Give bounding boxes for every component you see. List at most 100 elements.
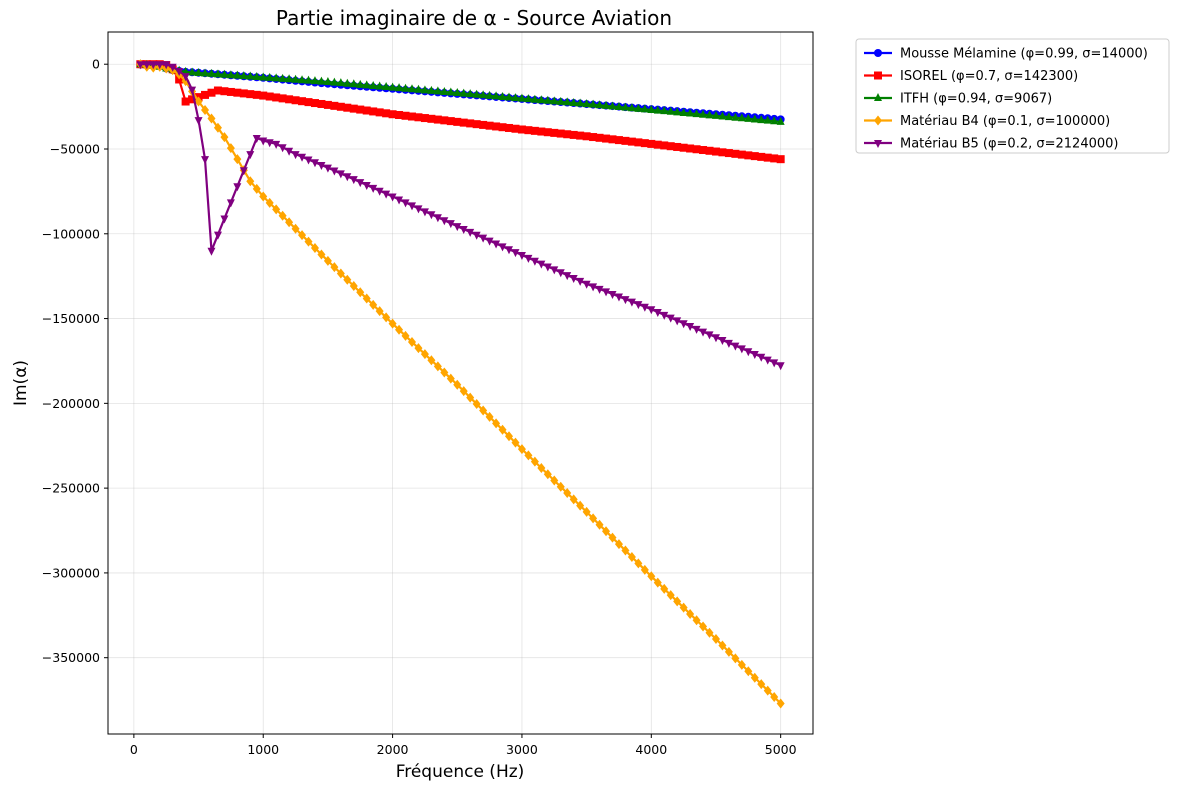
series-point xyxy=(356,79,365,88)
series-point xyxy=(770,359,779,368)
series-point xyxy=(369,184,378,193)
series-point xyxy=(459,226,468,235)
series-point xyxy=(317,249,326,260)
series-point xyxy=(666,142,675,151)
series-point xyxy=(770,154,779,163)
series-point xyxy=(699,146,708,155)
series-point xyxy=(310,243,319,254)
series-point xyxy=(563,97,572,106)
legend-label: Mousse Mélamine (φ=0.99, σ=14000) xyxy=(900,47,1148,62)
series-point xyxy=(220,87,229,96)
series-point xyxy=(524,450,533,461)
series-point xyxy=(285,74,294,83)
series-point xyxy=(239,89,248,98)
series-point xyxy=(194,68,203,77)
series-point xyxy=(692,109,701,118)
series-point xyxy=(731,653,740,664)
series-point xyxy=(614,539,623,550)
series-point xyxy=(201,68,210,77)
series-point xyxy=(731,149,740,158)
series-point xyxy=(233,183,242,192)
series-point xyxy=(239,71,248,80)
series-point xyxy=(349,176,358,185)
series-point xyxy=(711,334,720,343)
series-point xyxy=(226,199,235,208)
series-point xyxy=(162,61,171,70)
series-point xyxy=(259,91,268,100)
series-point xyxy=(699,621,708,632)
series-point xyxy=(239,167,248,176)
series-point xyxy=(310,159,319,168)
series-point xyxy=(265,197,274,208)
series-point xyxy=(634,103,643,112)
series-point xyxy=(563,272,572,281)
series-point xyxy=(433,115,442,124)
series-point xyxy=(498,123,507,132)
series-point xyxy=(505,246,514,255)
series-point xyxy=(770,692,779,703)
series-point xyxy=(414,205,423,214)
series-point xyxy=(336,78,345,87)
series-point xyxy=(298,75,307,84)
series-point xyxy=(543,95,552,104)
series-point xyxy=(272,204,281,215)
series-point xyxy=(686,144,695,153)
series-point xyxy=(207,68,216,77)
series-point xyxy=(673,317,682,326)
series-point xyxy=(362,293,371,304)
series-point xyxy=(634,558,643,569)
series-point xyxy=(285,95,294,104)
series-point xyxy=(776,698,785,709)
series-point xyxy=(343,173,352,182)
series-point xyxy=(453,88,462,97)
series-point xyxy=(543,469,552,480)
series-point xyxy=(550,266,559,275)
series-point xyxy=(291,74,300,83)
series-point xyxy=(718,111,727,120)
series-point xyxy=(776,362,785,371)
series-point xyxy=(485,90,494,99)
series-point xyxy=(265,92,274,101)
series-point xyxy=(621,545,630,556)
series-point xyxy=(356,179,365,188)
series-point xyxy=(356,105,365,114)
series-point xyxy=(388,193,397,202)
series-point xyxy=(369,107,378,116)
y-axis: 0 −50000 −100000 −150000 −200000 −250000 −3000… xyxy=(42,57,108,665)
series-point xyxy=(498,424,507,435)
series-point xyxy=(505,431,514,442)
series-point xyxy=(356,287,365,298)
series-point xyxy=(466,228,475,237)
series-point xyxy=(524,254,533,263)
series-point xyxy=(207,247,216,256)
series-point xyxy=(530,94,539,103)
series-point xyxy=(744,151,753,160)
series-point xyxy=(375,187,384,196)
series-point xyxy=(375,81,384,90)
series-point xyxy=(492,418,501,429)
series-point xyxy=(479,405,488,416)
series-point xyxy=(569,275,578,284)
series-point xyxy=(401,111,410,120)
series-layer xyxy=(136,59,785,709)
series-point xyxy=(323,164,332,173)
series-point xyxy=(757,115,766,124)
series-point xyxy=(589,133,598,142)
series-point xyxy=(207,113,216,124)
series-point xyxy=(673,142,682,151)
series-point xyxy=(259,137,268,146)
series-point xyxy=(653,140,662,149)
series-point xyxy=(479,120,488,129)
series-point xyxy=(168,63,177,72)
series-point xyxy=(763,685,772,696)
series-point xyxy=(336,170,345,179)
x-tick-label: 0 xyxy=(130,742,138,757)
series-point xyxy=(602,526,611,537)
series-point xyxy=(427,355,436,366)
series-point xyxy=(634,138,643,147)
series-point xyxy=(614,136,623,145)
series-point xyxy=(647,105,656,113)
series-point xyxy=(711,634,720,645)
series-point xyxy=(136,61,145,70)
